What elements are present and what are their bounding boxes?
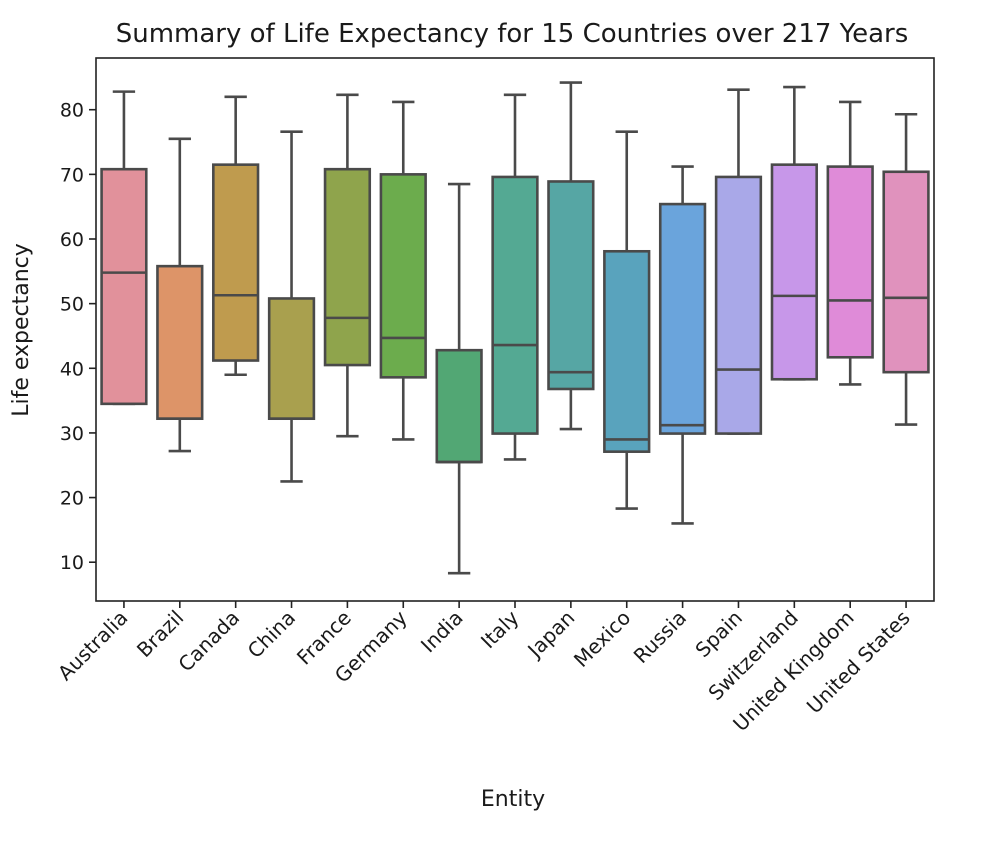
- box-china: [267, 130, 316, 483]
- box-iqr: [435, 348, 483, 464]
- box-germany: [379, 100, 427, 441]
- box-iqr: [100, 167, 148, 406]
- y-axis: 10 20 30 40 50 60 70 80: [60, 100, 96, 574]
- box-japan: [547, 81, 595, 431]
- chart-title: Summary of Life Expectancy for 15 Countr…: [116, 19, 909, 49]
- y-tick-label: 10: [60, 552, 84, 574]
- y-tick-label: 20: [60, 488, 84, 510]
- box-iqr: [770, 163, 818, 381]
- box-iqr: [826, 165, 874, 359]
- x-tick-label: Australia: [53, 606, 133, 686]
- x-tick-label: Russia: [629, 606, 691, 668]
- x-tick-label: Italy: [476, 605, 524, 653]
- x-tick-label: Canada: [173, 606, 244, 677]
- box-iqr: [658, 202, 707, 435]
- box-iqr: [379, 173, 427, 379]
- box-brazil: [156, 137, 204, 453]
- y-tick-label: 60: [60, 229, 84, 251]
- box-iqr: [603, 249, 651, 453]
- box-iqr: [491, 175, 539, 435]
- box-iqr: [714, 175, 763, 435]
- y-tick-label: 80: [60, 100, 84, 122]
- box-italy: [491, 93, 539, 461]
- box-russia: [658, 165, 707, 525]
- box-canada: [212, 95, 260, 377]
- box-switzerland: [770, 85, 818, 381]
- box-iqr: [267, 297, 316, 421]
- box-australia: [100, 90, 148, 406]
- x-axis-label: Entity: [481, 787, 545, 812]
- box-iqr: [323, 167, 372, 367]
- box-iqr: [212, 163, 260, 362]
- box-united-states: [882, 112, 930, 426]
- y-tick-label: 50: [60, 294, 84, 316]
- y-tick-label: 40: [60, 358, 84, 380]
- box-india: [435, 182, 483, 575]
- box-iqr: [882, 170, 930, 374]
- box-iqr: [547, 180, 595, 391]
- box-iqr: [156, 264, 204, 421]
- y-tick-label: 30: [60, 423, 84, 445]
- box-mexico: [603, 130, 651, 510]
- box-france: [323, 93, 372, 438]
- box-united-kingdom: [826, 100, 874, 386]
- y-axis-label: Life expectancy: [9, 243, 34, 417]
- x-tick-label: India: [416, 606, 468, 658]
- plot-area: [100, 81, 930, 575]
- x-tick-label: Mexico: [569, 606, 635, 672]
- y-tick-label: 70: [60, 164, 84, 186]
- x-tick-label: China: [243, 606, 300, 663]
- box-spain: [714, 88, 763, 435]
